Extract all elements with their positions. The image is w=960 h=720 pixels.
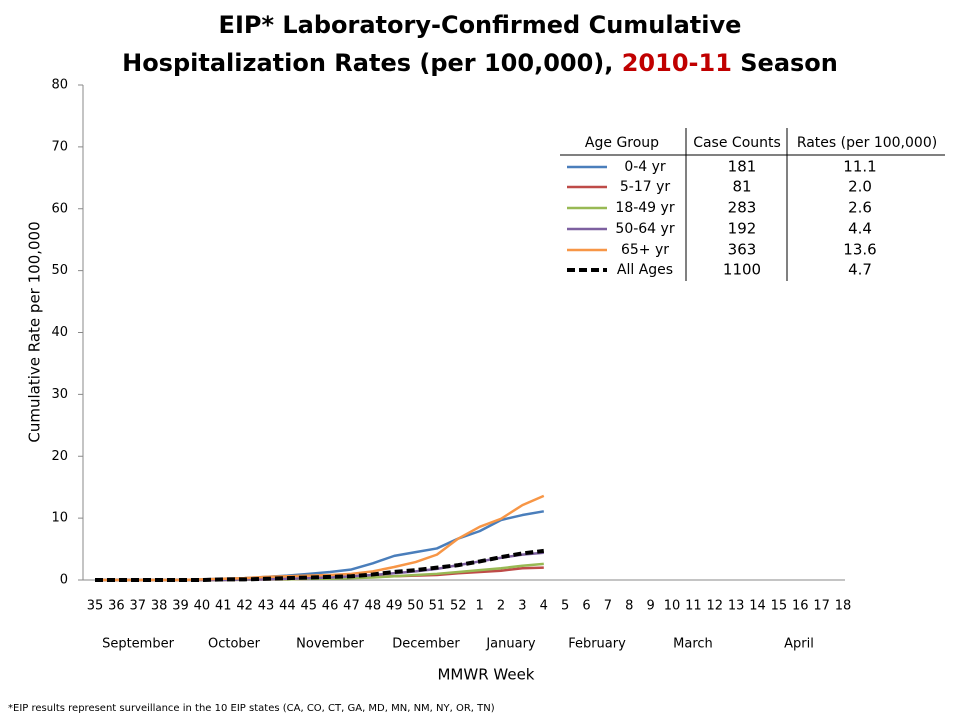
y-tick-label: 30 bbox=[51, 387, 68, 402]
x-tick-label: 16 bbox=[792, 599, 809, 614]
legend-label: 65+ yr bbox=[621, 242, 669, 258]
x-tick-label: 5 bbox=[561, 599, 569, 614]
x-tick-label: 42 bbox=[236, 599, 253, 614]
x-tick-label: 17 bbox=[813, 599, 830, 614]
chart-title: Hospitalization Rates (per 100,000), 201… bbox=[122, 49, 838, 77]
x-tick-label: 39 bbox=[172, 599, 189, 614]
x-tick-label: 45 bbox=[300, 599, 317, 614]
x-tick-label: 47 bbox=[343, 599, 360, 614]
x-tick-label: 4 bbox=[540, 599, 548, 614]
legend-label: 50-64 yr bbox=[615, 221, 674, 237]
y-tick-label: 60 bbox=[51, 201, 68, 216]
x-tick-label: 2 bbox=[497, 599, 505, 614]
table-cell: 2.6 bbox=[848, 199, 872, 217]
y-tick-label: 10 bbox=[51, 511, 68, 526]
table-cell: 11.1 bbox=[843, 158, 876, 176]
x-tick-label: 43 bbox=[258, 599, 275, 614]
x-tick-label: 36 bbox=[108, 599, 125, 614]
x-tick-label: 11 bbox=[685, 599, 702, 614]
x-tick-label: 15 bbox=[771, 599, 788, 614]
table-cell: 2.0 bbox=[848, 178, 872, 196]
month-label: September bbox=[102, 637, 175, 652]
month-label: January bbox=[485, 637, 536, 652]
x-tick-label: 10 bbox=[664, 599, 681, 614]
month-label: April bbox=[784, 637, 814, 652]
title-part: Season bbox=[740, 49, 838, 77]
y-axis-label: Cumulative Rate per 100,000 bbox=[26, 221, 44, 442]
x-axis-label: MMWR Week bbox=[437, 666, 534, 684]
x-tick-label: 44 bbox=[279, 599, 296, 614]
title-part: Hospitalization Rates (per 100,000), bbox=[122, 49, 613, 77]
month-label: October bbox=[208, 637, 261, 652]
x-tick-label: 48 bbox=[365, 599, 382, 614]
table-cell: 181 bbox=[728, 158, 757, 176]
table-header: Rates (per 100,000) bbox=[797, 135, 937, 151]
table-cell: 81 bbox=[732, 178, 751, 196]
table-cell: 13.6 bbox=[843, 241, 876, 259]
x-tick-label: 14 bbox=[749, 599, 766, 614]
y-tick-label: 40 bbox=[51, 325, 68, 340]
y-tick-label: 0 bbox=[60, 573, 68, 588]
x-tick-label: 18 bbox=[835, 599, 852, 614]
footnote: *EIP results represent surveillance in t… bbox=[8, 703, 495, 714]
table-header: Case Counts bbox=[693, 135, 781, 151]
series-line bbox=[95, 494, 545, 582]
x-tick-label: 8 bbox=[625, 599, 633, 614]
y-tick-label: 50 bbox=[51, 263, 68, 278]
x-tick-label: 6 bbox=[582, 599, 590, 614]
legend-label: 18-49 yr bbox=[615, 200, 674, 216]
legend-label: 0-4 yr bbox=[624, 159, 666, 175]
table-cell: 4.4 bbox=[848, 220, 872, 238]
month-label: March bbox=[673, 637, 713, 652]
x-tick-label: 1 bbox=[476, 599, 484, 614]
x-tick-label: 12 bbox=[706, 599, 723, 614]
x-tick-label: 40 bbox=[194, 599, 211, 614]
y-tick-label: 80 bbox=[51, 78, 68, 93]
table-cell: 1100 bbox=[723, 261, 761, 279]
x-tick-label: 13 bbox=[728, 599, 745, 614]
x-tick-label: 35 bbox=[87, 599, 104, 614]
x-tick-label: 52 bbox=[450, 599, 467, 614]
month-label: December bbox=[392, 637, 460, 652]
x-tick-label: 51 bbox=[429, 599, 446, 614]
series-line bbox=[95, 548, 545, 582]
y-tick-label: 20 bbox=[51, 449, 68, 464]
table-cell: 363 bbox=[728, 241, 757, 259]
x-tick-label: 38 bbox=[151, 599, 168, 614]
x-tick-label: 3 bbox=[518, 599, 526, 614]
month-label: February bbox=[568, 637, 626, 652]
legend-label: All Ages bbox=[617, 262, 673, 278]
title-highlight: 2010-11 bbox=[622, 49, 732, 77]
x-tick-label: 41 bbox=[215, 599, 232, 614]
table-cell: 4.7 bbox=[848, 261, 872, 279]
table-cell: 192 bbox=[728, 220, 757, 238]
x-tick-label: 7 bbox=[604, 599, 612, 614]
x-tick-label: 50 bbox=[407, 599, 424, 614]
x-tick-label: 49 bbox=[386, 599, 403, 614]
chart-title: EIP* Laboratory-Confirmed Cumulative bbox=[219, 11, 742, 39]
x-tick-label: 37 bbox=[129, 599, 146, 614]
table-header: Age Group bbox=[585, 135, 659, 151]
table-cell: 283 bbox=[728, 199, 757, 217]
x-tick-label: 46 bbox=[322, 599, 339, 614]
x-tick-label: 9 bbox=[647, 599, 655, 614]
y-tick-label: 70 bbox=[51, 139, 68, 154]
legend-label: 5-17 yr bbox=[620, 179, 671, 195]
month-label: November bbox=[296, 637, 364, 652]
